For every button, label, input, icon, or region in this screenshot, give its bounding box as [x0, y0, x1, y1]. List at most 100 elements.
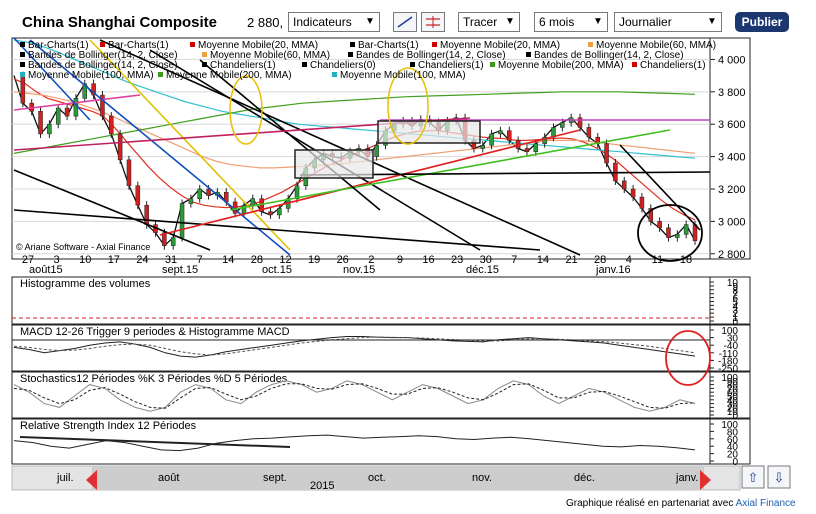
day-tick-label: 28	[594, 254, 606, 266]
y-tick-label: 80	[727, 427, 739, 438]
y-tick-label: 20	[727, 450, 739, 461]
panel-frame	[11, 37, 751, 260]
legend-item: Bandes de Bollinger(14, 2, Close)	[356, 50, 506, 61]
period-label: 6 mois	[539, 15, 575, 29]
navigator-month-label: nov.	[472, 472, 492, 484]
day-tick-label: 19	[308, 254, 320, 266]
y-tick-label: 70	[727, 384, 739, 395]
trend-line	[199, 59, 381, 211]
interval-select[interactable]: Journalier ▼	[614, 12, 722, 32]
day-tick-label: 14	[222, 254, 234, 266]
legend-item: Moyenne Mobile(20, MMA)	[440, 40, 560, 51]
indicator-line	[13, 434, 696, 452]
y-tick-label: 0	[732, 457, 738, 468]
panel-title: MACD 12-26 Trigger 9 periodes & Histogra…	[20, 326, 290, 338]
candle-body	[109, 115, 114, 135]
candle-body	[38, 111, 43, 135]
chevron-down-icon: ▼	[593, 16, 603, 27]
navigator-month-label: oct.	[368, 472, 386, 484]
legend-swatch	[190, 42, 195, 47]
y-tick-label: 100	[721, 326, 738, 337]
horizontal-line-tool-button[interactable]	[421, 12, 445, 32]
month-tick-label: oct.15	[262, 264, 292, 276]
month-tick-label: janv.16	[595, 264, 631, 276]
candle-body	[542, 136, 547, 144]
day-tick-label: 10	[79, 254, 91, 266]
candle-body	[604, 143, 609, 164]
y-tick-label: 5	[732, 298, 738, 309]
navigator-selection	[92, 466, 704, 490]
highlight-ellipse	[229, 75, 263, 145]
candle-body	[277, 208, 282, 216]
day-tick-label: 16	[422, 254, 434, 266]
candle-body	[100, 94, 105, 117]
y-tick-label: 0	[732, 411, 738, 422]
candle-body	[91, 83, 96, 96]
month-tick-label: août15	[29, 264, 63, 276]
draw-select[interactable]: Tracer ▼	[458, 12, 520, 32]
candle-body	[179, 203, 185, 238]
legend-swatch	[302, 62, 307, 67]
y-tick-label: 2 800	[718, 249, 746, 261]
publish-button[interactable]: Publier	[735, 12, 789, 32]
highlight-ellipse	[387, 67, 429, 145]
candle-body	[47, 123, 52, 135]
legend-item: Moyenne Mobile(60, MMA)	[596, 40, 716, 51]
y-tick-label: 1	[732, 313, 738, 324]
day-tick-label: 17	[108, 254, 120, 266]
y-tick-label: 30	[727, 400, 739, 411]
candle-body	[586, 127, 592, 138]
candle-body	[135, 185, 141, 206]
y-tick-label: -250	[718, 364, 738, 375]
footer-brand-link[interactable]: Axial Finance	[735, 498, 796, 509]
horizontal-lines-icon	[426, 16, 440, 28]
chart-title: China Shanghai Composite	[22, 14, 218, 31]
legend-swatch	[202, 62, 207, 67]
month-tick-label: sept.15	[162, 264, 198, 276]
highlight-ellipse	[665, 330, 711, 386]
legend-swatch	[588, 42, 593, 47]
legend-swatch	[20, 42, 25, 47]
candle-body	[639, 196, 645, 209]
indicators-select[interactable]: Indicateurs ▼	[288, 12, 380, 32]
candle-body	[117, 133, 123, 161]
day-tick-label: 7	[197, 254, 203, 266]
y-tick-label: 50	[727, 392, 739, 403]
y-tick-label: 3 400	[718, 152, 746, 164]
legend-swatch	[632, 62, 637, 67]
y-tick-label: -180	[718, 356, 738, 367]
candle-body	[64, 107, 70, 117]
indicator-line	[13, 380, 696, 412]
chevron-down-icon: ▼	[707, 16, 717, 27]
legend-swatch	[432, 42, 437, 47]
legend-item: Chandeliers(1)	[210, 60, 276, 71]
legend-swatch	[410, 62, 415, 67]
panel-title: Relative Strength Index 12 Périodes	[20, 420, 197, 432]
y-tick-label: 3 800	[718, 87, 746, 99]
y-tick-label: 4 000	[718, 54, 746, 66]
y-tick-label: 7	[732, 290, 738, 301]
zoom-in-button	[767, 465, 791, 489]
trendline-tool-button[interactable]	[393, 12, 417, 32]
legend-item: Bar-Charts(1)	[108, 40, 169, 51]
candle-body	[197, 188, 202, 199]
day-tick-label: 24	[136, 254, 148, 266]
panel-title: Histogramme des volumes	[20, 278, 151, 290]
y-tick-label: -110	[719, 349, 739, 360]
legend-item: Bar-Charts(1)	[358, 40, 419, 51]
y-tick-label: 3	[732, 305, 738, 316]
legend-item: Chandeliers(0)	[310, 60, 376, 71]
day-tick-label: 11	[652, 254, 663, 266]
copyright-text: © Ariane Software - Axial Finance	[16, 242, 150, 252]
legend-swatch	[332, 72, 337, 77]
day-tick-label: 23	[451, 254, 463, 266]
day-tick-label: 14	[537, 254, 549, 266]
candle-body	[188, 198, 194, 204]
day-tick-label: 18	[680, 254, 692, 266]
candle-body	[533, 143, 539, 152]
candle-body	[126, 159, 132, 186]
period-select[interactable]: 6 mois ▼	[534, 12, 608, 32]
y-tick-label: 40	[727, 442, 739, 453]
panel-frame	[11, 276, 751, 325]
